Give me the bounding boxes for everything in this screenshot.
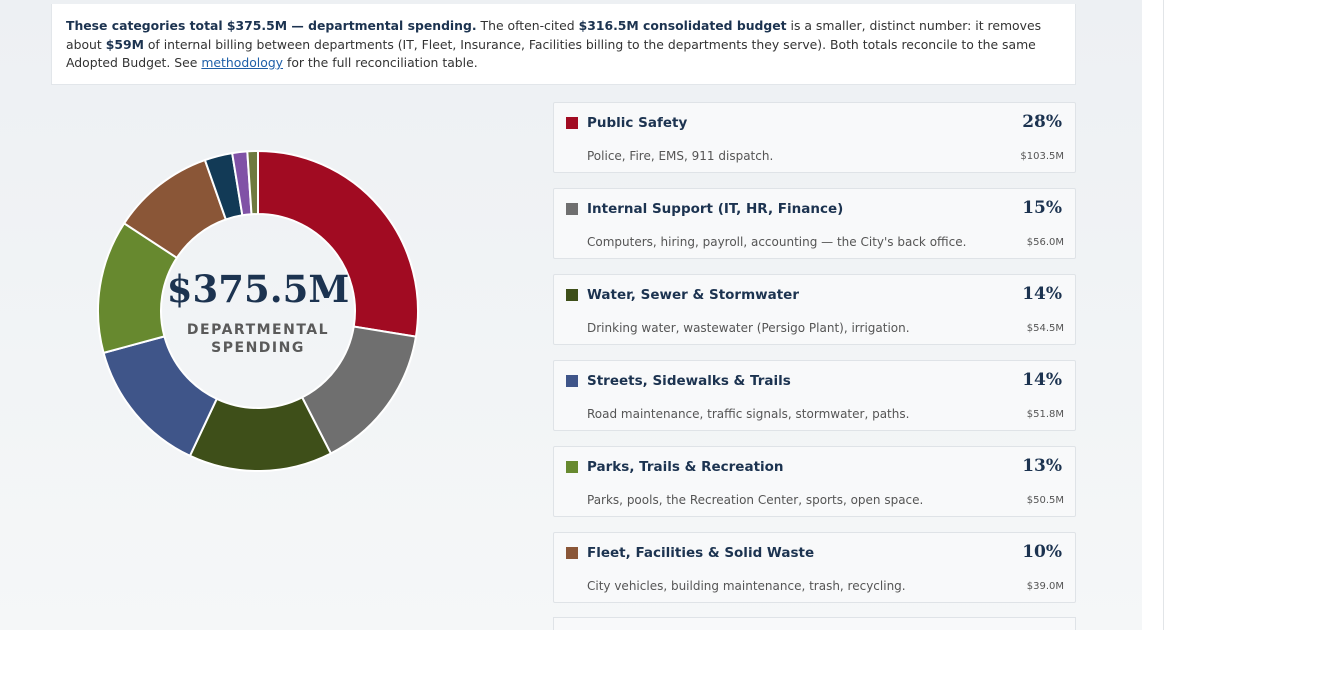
note-text-2: is a smaller, distinct number: it remove… (66, 18, 1042, 52)
category-description: City vehicles, building maintenance, tra… (587, 579, 906, 593)
category-percent: 14% (1022, 284, 1062, 304)
category-name: Parks, Trails & Recreation (587, 459, 784, 475)
category-amount: $54.5M (1026, 323, 1064, 334)
category-description: Drinking water, wastewater (Persigo Plan… (587, 321, 910, 335)
reconciliation-note: These categories total $375.5M — departm… (51, 4, 1076, 85)
category-card-water-sewer[interactable]: Water, Sewer & Stormwater 14% Drinking w… (553, 274, 1076, 345)
category-swatch (566, 375, 578, 387)
category-amount: $39.0M (1026, 581, 1064, 592)
page-divider (1163, 0, 1164, 630)
note-text-4: for the full reconciliation table. (283, 55, 478, 70)
note-internal-billing: $59M (105, 36, 144, 52)
category-card-fleet[interactable]: Fleet, Facilities & Solid Waste 10% City… (553, 532, 1076, 603)
note-text-1: The often-cited (476, 18, 579, 33)
category-name: Water, Sewer & Stormwater (587, 287, 799, 303)
category-name: Streets, Sidewalks & Trails (587, 373, 791, 389)
category-name: Internal Support (IT, HR, Finance) (587, 201, 844, 217)
category-percent: 10% (1022, 542, 1062, 562)
category-description: Road maintenance, traffic signals, storm… (587, 407, 910, 421)
donut-slice-1[interactable] (257, 149, 419, 338)
category-name: Public Safety (587, 115, 688, 131)
donut-center-label-2: SPENDING (211, 340, 305, 356)
category-card-partial[interactable] (553, 617, 1076, 630)
donut-center-label-1: DEPARTMENTAL (187, 322, 329, 338)
methodology-link[interactable]: methodology (201, 55, 284, 70)
category-swatch (566, 547, 578, 559)
category-percent: 14% (1022, 370, 1062, 390)
category-card-streets[interactable]: Streets, Sidewalks & Trails 14% Road mai… (553, 360, 1076, 431)
category-swatch (566, 117, 578, 129)
category-swatch (566, 289, 578, 301)
category-card-internal-support[interactable]: Internal Support (IT, HR, Finance) 15% C… (553, 188, 1076, 259)
category-percent: 13% (1022, 456, 1062, 476)
category-name: Fleet, Facilities & Solid Waste (587, 545, 815, 561)
note-text-3: of internal billing between departments … (66, 36, 1036, 71)
category-amount: $103.5M (1020, 151, 1064, 162)
category-amount: $56.0M (1026, 237, 1064, 248)
category-percent: 28% (1022, 112, 1062, 132)
category-description: Computers, hiring, payroll, accounting —… (587, 235, 967, 249)
donut-center-value: $375.5M (167, 267, 350, 311)
category-swatch (566, 461, 578, 473)
spending-panel: These categories total $375.5M — departm… (0, 0, 1142, 630)
category-percent: 15% (1022, 198, 1062, 218)
donut-slice-9[interactable] (246, 149, 259, 216)
category-card-public-safety[interactable]: Public Safety 28% Police, Fire, EMS, 911… (553, 102, 1076, 173)
category-description: Police, Fire, EMS, 911 dispatch. (587, 149, 774, 163)
category-description: Parks, pools, the Recreation Center, spo… (587, 493, 924, 507)
spending-donut-chart: $375.5M DEPARTMENTAL SPENDING (97, 149, 419, 472)
note-consolidated: $316.5M consolidated budget (578, 18, 787, 33)
category-card-parks[interactable]: Parks, Trails & Recreation 13% Parks, po… (553, 446, 1076, 517)
category-amount: $50.5M (1026, 495, 1064, 506)
category-swatch (566, 203, 578, 215)
note-lead: These categories total $375.5M — departm… (66, 18, 477, 33)
category-amount: $51.8M (1026, 409, 1064, 420)
